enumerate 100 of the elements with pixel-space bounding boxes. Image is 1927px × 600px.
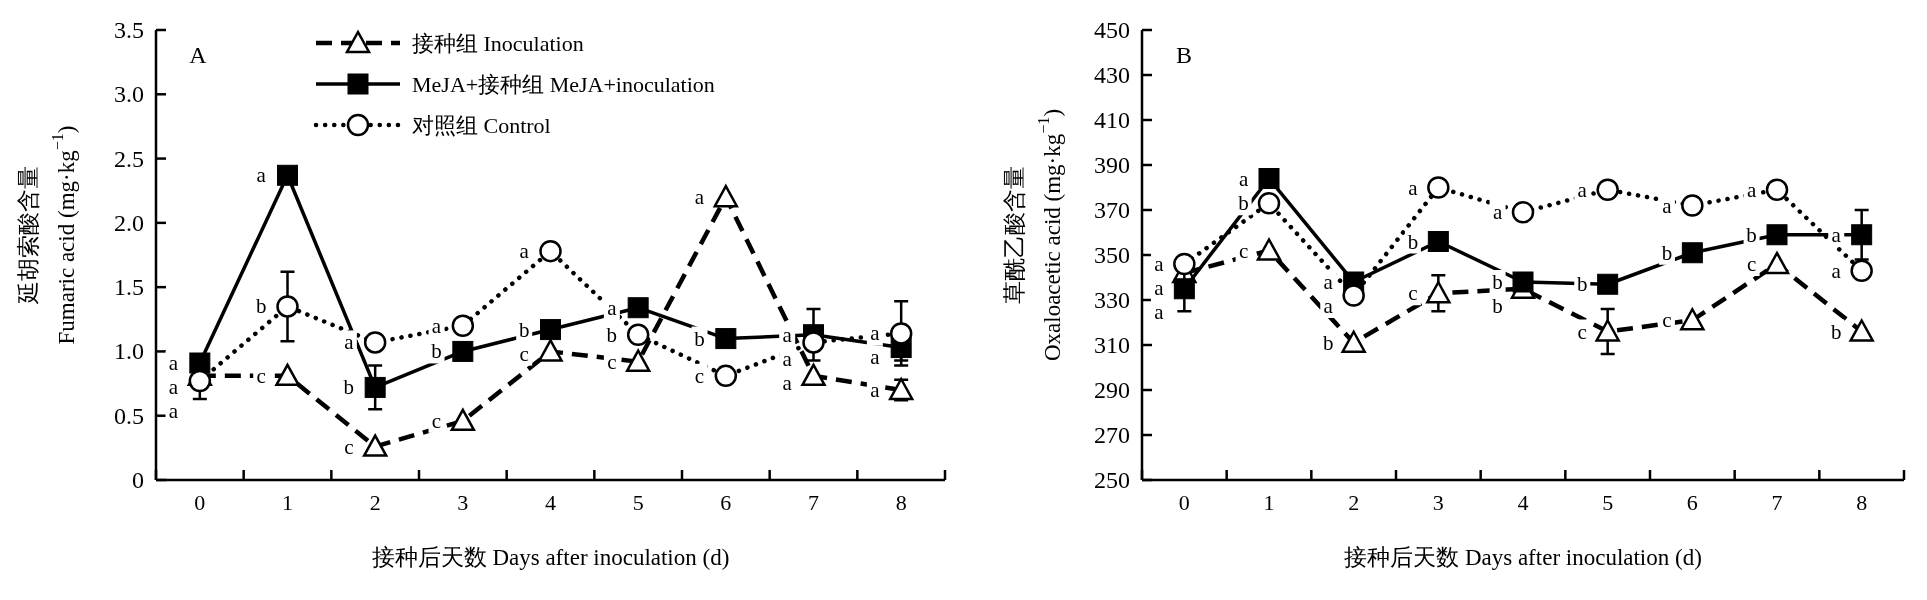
y-tick-label: 0 [132,467,144,493]
annotation: c [344,434,354,459]
annotation: c [431,408,442,433]
x-tick-label: 0 [194,490,206,515]
y-tick-label: 450 [1094,17,1130,43]
annotation: a [782,322,793,347]
point [1511,201,1535,224]
point [1426,281,1451,304]
y-tick-label: 0.5 [114,402,144,429]
point [1681,242,1703,264]
point [1427,231,1449,252]
annotation: a [519,239,530,264]
annotation: a [1323,270,1334,294]
legend-label: 接种组 Inoculation [412,30,584,56]
point [364,376,386,398]
annotation: a [1577,177,1588,202]
annotation: a [168,351,179,375]
annotation: b [255,294,267,319]
annotation: b [694,326,705,351]
y-tick-label: 2.5 [114,145,144,172]
annotation: a [344,330,355,355]
annotation: a [870,345,881,370]
annotation: a [607,295,618,320]
x-tick-label: 1 [1263,490,1275,515]
annotation: c [1577,319,1587,344]
text: A [189,42,208,68]
point [802,331,825,354]
point [1512,271,1534,293]
point [1680,308,1705,331]
x-tick-label: 8 [895,490,907,515]
x-tick-label: 5 [1602,490,1614,515]
annotation: a [694,185,705,210]
annotation: a [1746,177,1757,202]
point [1342,284,1365,307]
y-tick-label: 390 [1094,152,1130,178]
annotation: b [1323,330,1334,355]
y-tick-label: 3.5 [114,17,144,43]
point [626,323,650,346]
point [625,349,651,372]
annotation: c [694,363,705,388]
annotation: a [1323,294,1334,318]
point [1596,178,1619,201]
x-tick-label: 7 [1771,490,1783,515]
point [1681,194,1704,217]
point [715,328,737,350]
y-tick-label: 3.0 [114,81,144,108]
annotation: c [519,341,529,366]
point [277,164,298,186]
point [1256,238,1282,261]
point [801,363,826,387]
point [1851,224,1873,246]
x-tick-label: 4 [1517,490,1529,515]
y-tick-label: 350 [1094,242,1130,268]
point [1765,178,1789,201]
y-tick-label: 2.0 [114,209,144,236]
annotation: a [1662,193,1673,218]
annotation: b [1831,319,1842,344]
point [452,340,474,362]
point [1597,273,1619,295]
y-tick-label: 1.0 [114,338,144,365]
point [1341,330,1366,353]
point [1766,224,1788,246]
annotation: a [1154,252,1165,276]
legend-label: MeJA+接种组 MeJA+inoculation [412,71,715,97]
point [1764,251,1790,275]
point [713,184,739,208]
y-tick-label: 370 [1094,197,1130,223]
annotation: a [870,321,881,346]
annotation: a [870,378,881,402]
x-tick-label: 6 [720,490,732,515]
point [627,297,649,319]
x-tick-label: 3 [1432,490,1444,515]
annotation: a [256,163,267,188]
y-tick-label: 270 [1094,422,1130,448]
x-tick-label: 7 [808,490,819,515]
annotation: a [782,370,793,395]
y-tick-label: 430 [1094,62,1130,88]
point [714,364,738,388]
annotation: b [606,322,618,347]
annotation: b [431,339,442,364]
annotation: a [1238,166,1249,191]
point [188,369,212,393]
annotation: a [782,346,793,371]
point [1257,192,1281,215]
annotation: a [1831,258,1842,283]
annotation: c [607,349,617,374]
annotation: a [431,313,442,338]
point [450,408,476,432]
x-axis-title: 接种后天数 Days after inoculation (d) [1344,545,1702,570]
annotation: c [1238,238,1249,263]
annotation: c [1408,281,1418,306]
y-tick-label: 1.5 [114,274,144,301]
point [362,434,388,457]
annotation: a [168,375,179,399]
text: B [1175,42,1193,68]
annotation: c [256,363,266,388]
y-tick-label: 250 [1094,467,1130,493]
point [1849,319,1874,342]
y-tick-label: 290 [1094,377,1130,403]
point [451,314,475,337]
